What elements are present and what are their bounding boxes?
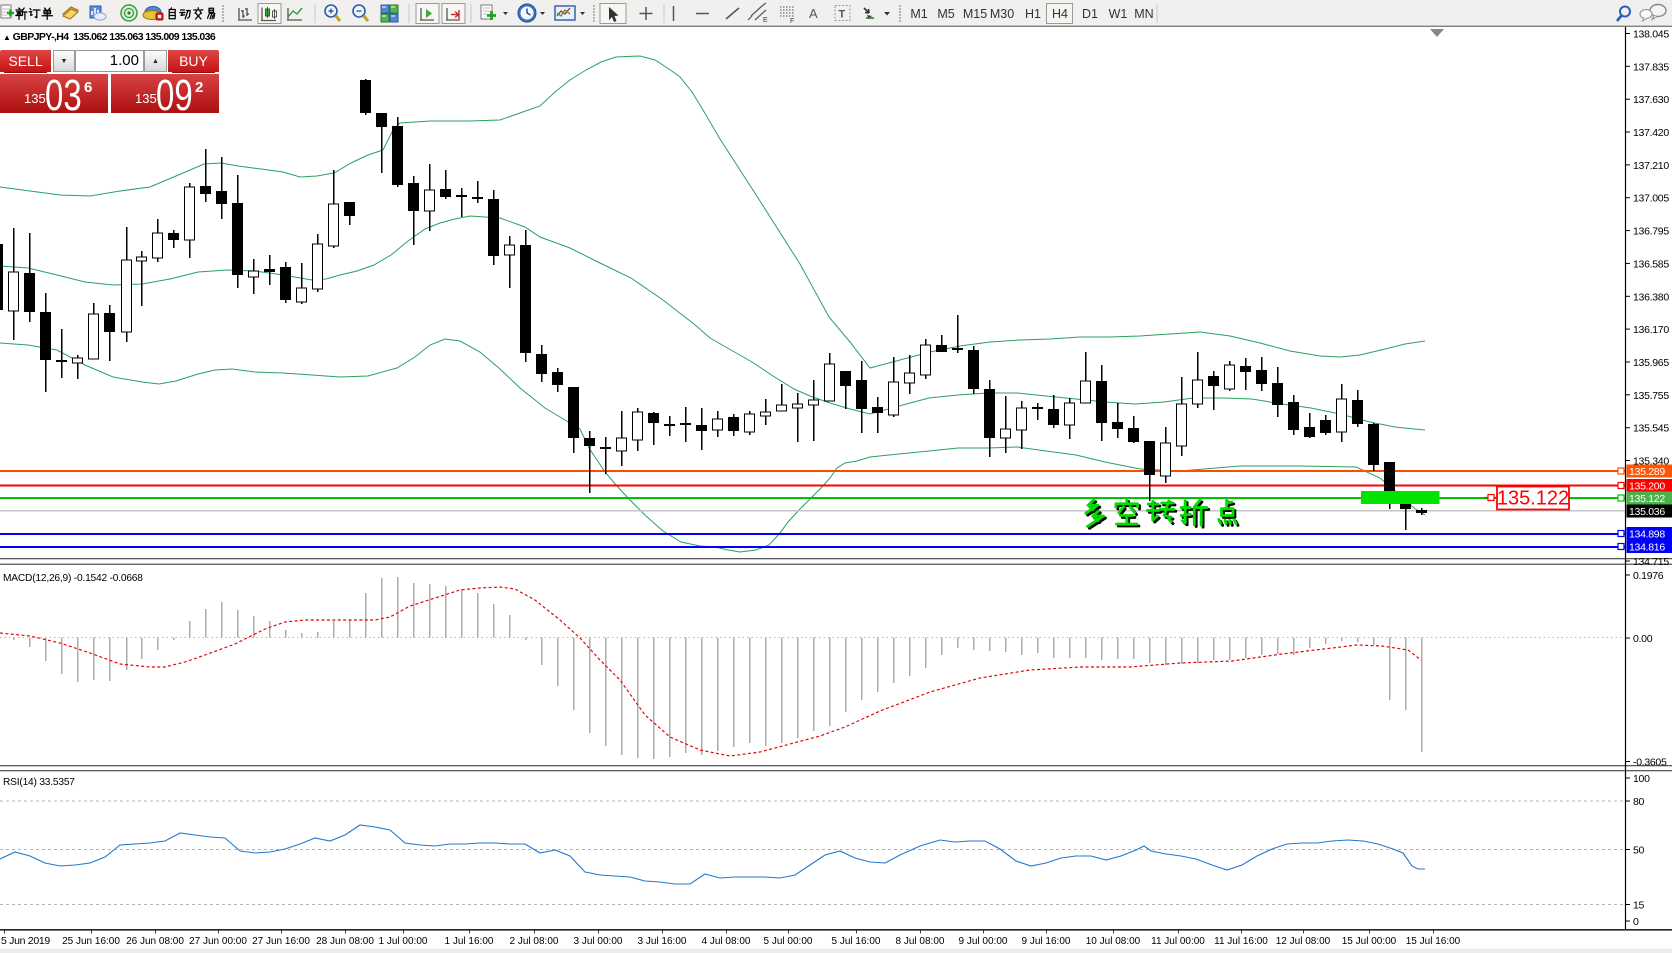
svg-text:50: 50 [1633, 845, 1645, 857]
svg-text:5 Jun 2019: 5 Jun 2019 [1, 935, 50, 947]
svg-text:135.036: 135.036 [1629, 506, 1665, 518]
svg-text:9 Jul 16:00: 9 Jul 16:00 [1022, 936, 1071, 947]
svg-text:4 Jul 08:00: 4 Jul 08:00 [702, 936, 751, 947]
svg-text:MACD(12,26,9) -0.1542 -0.0668: MACD(12,26,9) -0.1542 -0.0668 [3, 573, 143, 584]
svg-text:8 Jul 08:00: 8 Jul 08:00 [896, 936, 945, 947]
svg-text:28 Jun 08:00: 28 Jun 08:00 [316, 936, 374, 947]
svg-text:12 Jul 08:00: 12 Jul 08:00 [1276, 936, 1331, 947]
svg-text:136.170: 136.170 [1633, 324, 1669, 336]
svg-text:80: 80 [1633, 796, 1645, 808]
svg-text:138.045: 138.045 [1633, 29, 1669, 41]
svg-text:137.210: 137.210 [1633, 160, 1669, 172]
svg-text:27 Jun 16:00: 27 Jun 16:00 [252, 936, 310, 947]
svg-text:H4: H4 [1052, 7, 1068, 21]
svg-text:135.122: 135.122 [1497, 488, 1569, 510]
svg-text:0.1976: 0.1976 [1633, 570, 1664, 582]
svg-text:135.755: 135.755 [1633, 390, 1669, 402]
svg-text:1 Jul 16:00: 1 Jul 16:00 [445, 936, 494, 947]
svg-text:137.005: 137.005 [1633, 193, 1669, 205]
svg-text:136.585: 136.585 [1633, 258, 1669, 270]
svg-text:D1: D1 [1082, 7, 1098, 21]
svg-text:136.380: 136.380 [1633, 291, 1669, 303]
svg-text:25 Jun 16:00: 25 Jun 16:00 [62, 936, 120, 947]
svg-text:10 Jul 08:00: 10 Jul 08:00 [1086, 936, 1141, 947]
svg-text:26 Jun 08:00: 26 Jun 08:00 [126, 936, 184, 947]
svg-text:0.00: 0.00 [1633, 633, 1653, 645]
svg-text:15 Jul 00:00: 15 Jul 00:00 [1342, 936, 1397, 947]
svg-text:100: 100 [1633, 773, 1650, 785]
svg-text:3 Jul 16:00: 3 Jul 16:00 [638, 936, 687, 947]
svg-text:M15: M15 [963, 7, 987, 21]
svg-text:5 Jul 00:00: 5 Jul 00:00 [764, 936, 813, 947]
svg-text:A: A [809, 6, 818, 21]
svg-text:134.816: 134.816 [1629, 542, 1665, 554]
svg-text:F: F [790, 18, 794, 25]
svg-text:137.630: 137.630 [1633, 94, 1669, 106]
svg-text:11 Jul 16:00: 11 Jul 16:00 [1214, 936, 1268, 947]
svg-text:135.200: 135.200 [1629, 481, 1665, 493]
svg-text:15 Jul 16:00: 15 Jul 16:00 [1406, 936, 1461, 947]
svg-text:E: E [763, 17, 768, 24]
svg-text:2 Jul 08:00: 2 Jul 08:00 [510, 936, 559, 947]
svg-text:11 Jul 00:00: 11 Jul 00:00 [1151, 936, 1205, 947]
svg-text:27 Jun 00:00: 27 Jun 00:00 [189, 936, 247, 947]
svg-text:135.122: 135.122 [1629, 493, 1665, 505]
svg-text:9 Jul 00:00: 9 Jul 00:00 [959, 936, 1008, 947]
svg-text:135.289: 135.289 [1629, 466, 1665, 478]
svg-text:MN: MN [1134, 7, 1153, 21]
svg-text:135.965: 135.965 [1633, 357, 1669, 369]
svg-text:-0.3605: -0.3605 [1633, 757, 1667, 769]
svg-text:H1: H1 [1025, 7, 1041, 21]
svg-text:RSI(14) 33.5357: RSI(14) 33.5357 [3, 777, 75, 788]
svg-text:135.545: 135.545 [1633, 423, 1669, 435]
svg-text:137.835: 137.835 [1633, 61, 1669, 73]
svg-text:3 Jul 00:00: 3 Jul 00:00 [574, 936, 623, 947]
svg-text:T: T [839, 9, 846, 21]
svg-text:M1: M1 [910, 7, 927, 21]
svg-text:136.795: 136.795 [1633, 226, 1669, 238]
svg-text:M5: M5 [937, 7, 954, 21]
svg-text:134.898: 134.898 [1629, 529, 1665, 541]
svg-text:W1: W1 [1109, 7, 1128, 21]
svg-text:5 Jul 16:00: 5 Jul 16:00 [832, 936, 881, 947]
svg-text:0: 0 [1633, 916, 1639, 928]
svg-text:M30: M30 [990, 7, 1014, 21]
svg-text:137.420: 137.420 [1633, 127, 1669, 139]
svg-text:15: 15 [1633, 900, 1645, 912]
svg-text:1 Jul 00:00: 1 Jul 00:00 [379, 936, 428, 947]
svg-text:134.715: 134.715 [1633, 556, 1669, 568]
